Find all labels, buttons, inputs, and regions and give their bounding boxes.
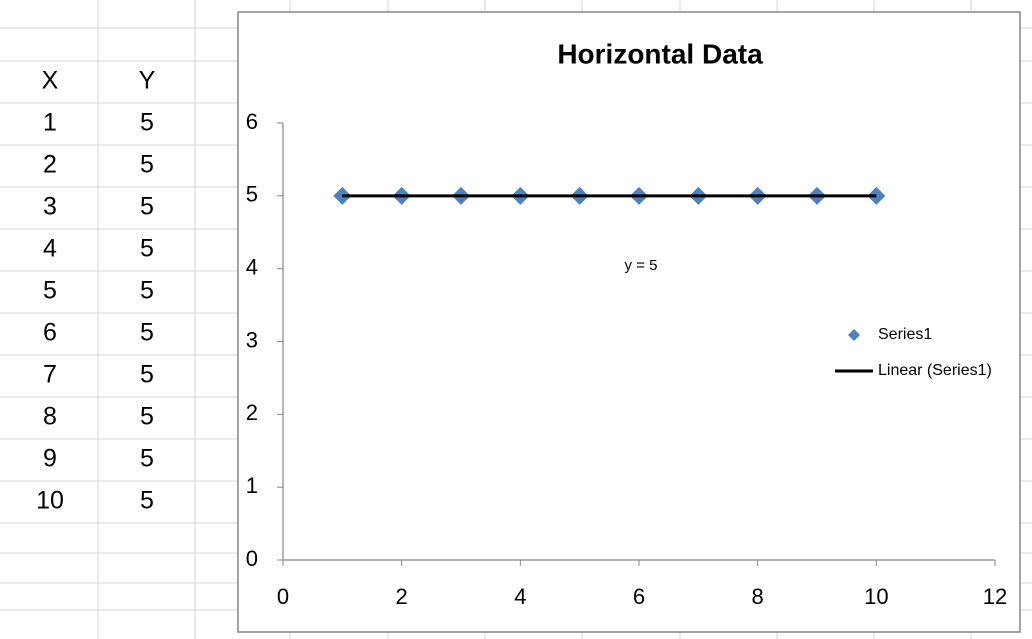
- table-cell: 5: [140, 403, 154, 431]
- table-cell: 5: [140, 109, 154, 137]
- table-cell: 5: [140, 193, 154, 221]
- table-cell: 5: [140, 151, 154, 179]
- y-tick-label: 4: [246, 254, 258, 279]
- table-cell: 9: [43, 445, 57, 473]
- y-tick-label: 0: [246, 546, 258, 571]
- y-tick-label: 5: [246, 182, 258, 207]
- y-tick-label: 1: [246, 473, 258, 498]
- table-cell: 5: [140, 361, 154, 389]
- legend-marker: [848, 329, 860, 341]
- table-cell: 5: [140, 487, 154, 515]
- x-tick-label: 6: [633, 584, 645, 609]
- x-tick-label: 8: [752, 584, 764, 609]
- table-header: X: [42, 67, 59, 95]
- table-cell: 4: [43, 235, 57, 263]
- table-cell: 2: [43, 151, 57, 179]
- legend-label: Series1: [878, 326, 932, 343]
- table-cell: 1: [43, 109, 57, 137]
- table-cell: 5: [140, 235, 154, 263]
- y-tick-label: 3: [246, 327, 258, 352]
- table-cell: 6: [43, 319, 57, 347]
- table-cell: 5: [43, 277, 57, 305]
- table-cell: 10: [36, 487, 64, 515]
- x-tick-label: 2: [396, 584, 408, 609]
- chart-title: Horizontal Data: [557, 38, 763, 69]
- y-tick-label: 2: [246, 400, 258, 425]
- legend-label: Linear (Series1): [878, 362, 992, 379]
- chart-area: [237, 11, 1021, 633]
- table-cell: 5: [140, 319, 154, 347]
- table-cell: 8: [43, 403, 57, 431]
- table-cell: 5: [140, 445, 154, 473]
- table-cell: 3: [43, 193, 57, 221]
- x-tick-label: 12: [983, 584, 1007, 609]
- x-tick-label: 4: [514, 584, 526, 609]
- y-tick-label: 6: [246, 109, 258, 134]
- table-header: Y: [139, 67, 156, 95]
- table-cell: 5: [140, 277, 154, 305]
- x-tick-label: 0: [277, 584, 289, 609]
- x-tick-label: 10: [864, 584, 888, 609]
- trendline-equation: y = 5: [625, 257, 658, 274]
- table-cell: 7: [43, 361, 57, 389]
